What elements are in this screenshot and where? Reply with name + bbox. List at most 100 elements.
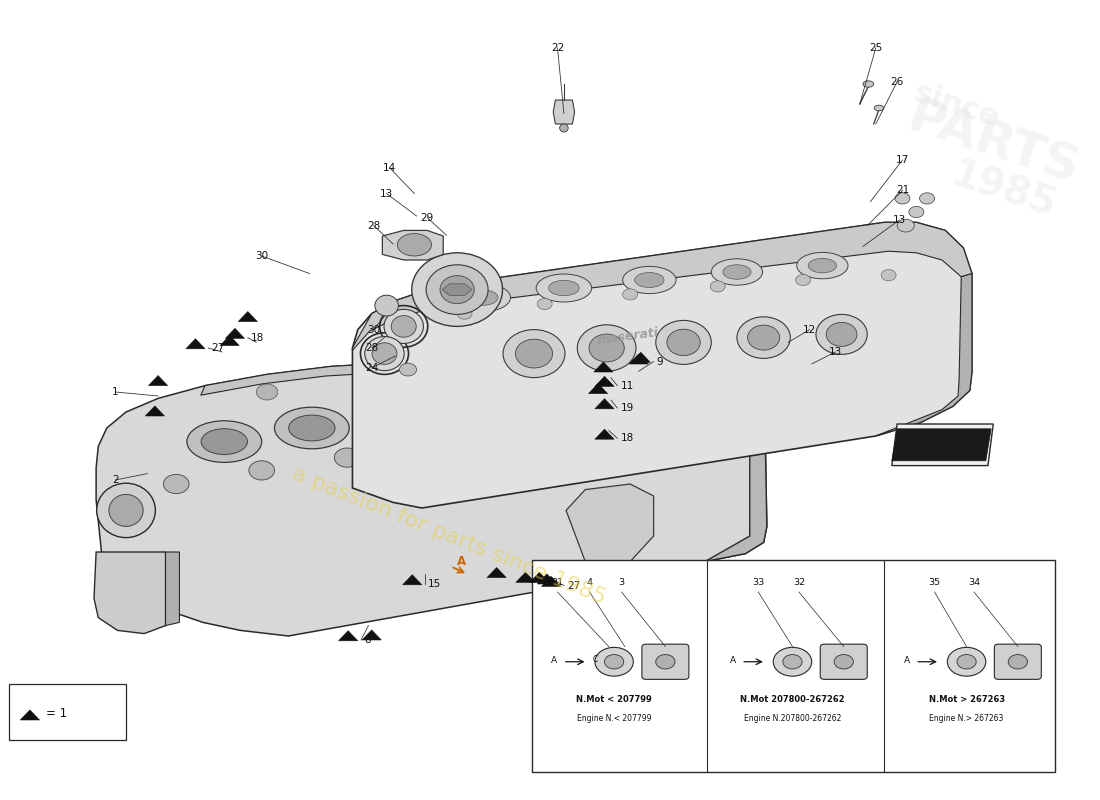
Text: 35: 35	[928, 578, 940, 587]
Polygon shape	[595, 429, 614, 439]
Text: 32: 32	[793, 578, 805, 587]
Polygon shape	[595, 398, 614, 409]
Text: 31: 31	[551, 578, 563, 587]
Polygon shape	[541, 576, 561, 586]
Ellipse shape	[560, 124, 569, 132]
Circle shape	[256, 384, 277, 400]
Polygon shape	[892, 429, 991, 461]
Ellipse shape	[397, 234, 431, 256]
Circle shape	[644, 342, 664, 358]
Circle shape	[334, 448, 360, 467]
Text: 15: 15	[428, 579, 441, 589]
Text: 4: 4	[586, 578, 593, 587]
Ellipse shape	[375, 402, 420, 427]
Circle shape	[249, 461, 275, 480]
Text: A: A	[904, 657, 910, 666]
Polygon shape	[145, 406, 165, 416]
Ellipse shape	[595, 647, 634, 676]
FancyBboxPatch shape	[9, 684, 127, 740]
Text: a passion for parts since 1985: a passion for parts since 1985	[288, 464, 608, 608]
Ellipse shape	[605, 654, 624, 669]
Text: 1985: 1985	[947, 156, 1062, 225]
Ellipse shape	[411, 253, 503, 326]
Circle shape	[352, 372, 374, 388]
Ellipse shape	[187, 421, 262, 462]
Polygon shape	[186, 338, 205, 349]
Text: 29: 29	[420, 213, 433, 222]
Text: A: A	[551, 657, 558, 666]
Text: 14: 14	[383, 163, 396, 173]
Ellipse shape	[864, 81, 873, 87]
Polygon shape	[487, 567, 506, 578]
Text: 3: 3	[618, 578, 625, 587]
Ellipse shape	[109, 494, 143, 526]
Text: 26: 26	[891, 77, 904, 86]
Polygon shape	[220, 335, 239, 346]
Ellipse shape	[667, 330, 701, 355]
Polygon shape	[201, 308, 763, 395]
Ellipse shape	[426, 265, 488, 314]
Text: = 1: = 1	[46, 707, 67, 720]
Text: 2: 2	[112, 475, 119, 485]
Ellipse shape	[748, 325, 780, 350]
Circle shape	[422, 434, 449, 454]
Text: 13: 13	[893, 215, 906, 225]
Ellipse shape	[834, 654, 854, 669]
Ellipse shape	[623, 266, 676, 294]
Text: 8: 8	[364, 635, 371, 645]
Ellipse shape	[468, 290, 498, 306]
Circle shape	[458, 308, 472, 319]
Ellipse shape	[796, 253, 848, 279]
FancyBboxPatch shape	[642, 644, 689, 679]
Polygon shape	[553, 100, 574, 124]
Polygon shape	[226, 328, 244, 338]
Text: 28: 28	[367, 221, 381, 230]
Text: 25: 25	[869, 43, 882, 53]
Text: C: C	[592, 655, 597, 664]
Ellipse shape	[656, 654, 675, 669]
Ellipse shape	[503, 330, 565, 378]
Ellipse shape	[375, 295, 398, 316]
Ellipse shape	[783, 654, 802, 669]
Polygon shape	[239, 311, 257, 322]
Polygon shape	[383, 230, 443, 260]
Ellipse shape	[455, 284, 510, 312]
Ellipse shape	[1009, 654, 1027, 669]
Circle shape	[591, 413, 616, 432]
Ellipse shape	[737, 317, 790, 358]
Ellipse shape	[372, 342, 397, 365]
Polygon shape	[892, 424, 993, 466]
Text: PARTS: PARTS	[902, 94, 1085, 194]
Polygon shape	[595, 376, 614, 386]
Polygon shape	[352, 222, 972, 350]
Polygon shape	[20, 710, 40, 720]
Ellipse shape	[578, 325, 636, 371]
Circle shape	[164, 474, 189, 494]
Text: Engine N.< 207799: Engine N.< 207799	[576, 714, 651, 722]
Text: 24: 24	[365, 363, 378, 373]
Text: A: A	[729, 657, 736, 666]
Polygon shape	[566, 484, 653, 562]
Text: 13: 13	[828, 347, 842, 357]
Ellipse shape	[947, 647, 986, 676]
Ellipse shape	[440, 275, 474, 303]
Polygon shape	[876, 274, 972, 436]
Ellipse shape	[361, 394, 433, 434]
Circle shape	[795, 274, 811, 286]
Text: 27: 27	[568, 581, 581, 590]
Circle shape	[711, 281, 725, 292]
FancyBboxPatch shape	[994, 644, 1042, 679]
Circle shape	[386, 347, 404, 360]
Text: 18: 18	[620, 434, 634, 443]
Text: 21: 21	[895, 186, 909, 195]
Polygon shape	[94, 552, 165, 634]
Polygon shape	[631, 352, 650, 362]
Ellipse shape	[723, 265, 751, 279]
Text: 30: 30	[367, 325, 381, 334]
Polygon shape	[148, 375, 167, 386]
Polygon shape	[530, 572, 549, 582]
Text: A: A	[456, 555, 466, 568]
Ellipse shape	[826, 322, 857, 346]
Text: N.Mot 207800-267262: N.Mot 207800-267262	[740, 695, 845, 704]
Polygon shape	[537, 574, 557, 584]
